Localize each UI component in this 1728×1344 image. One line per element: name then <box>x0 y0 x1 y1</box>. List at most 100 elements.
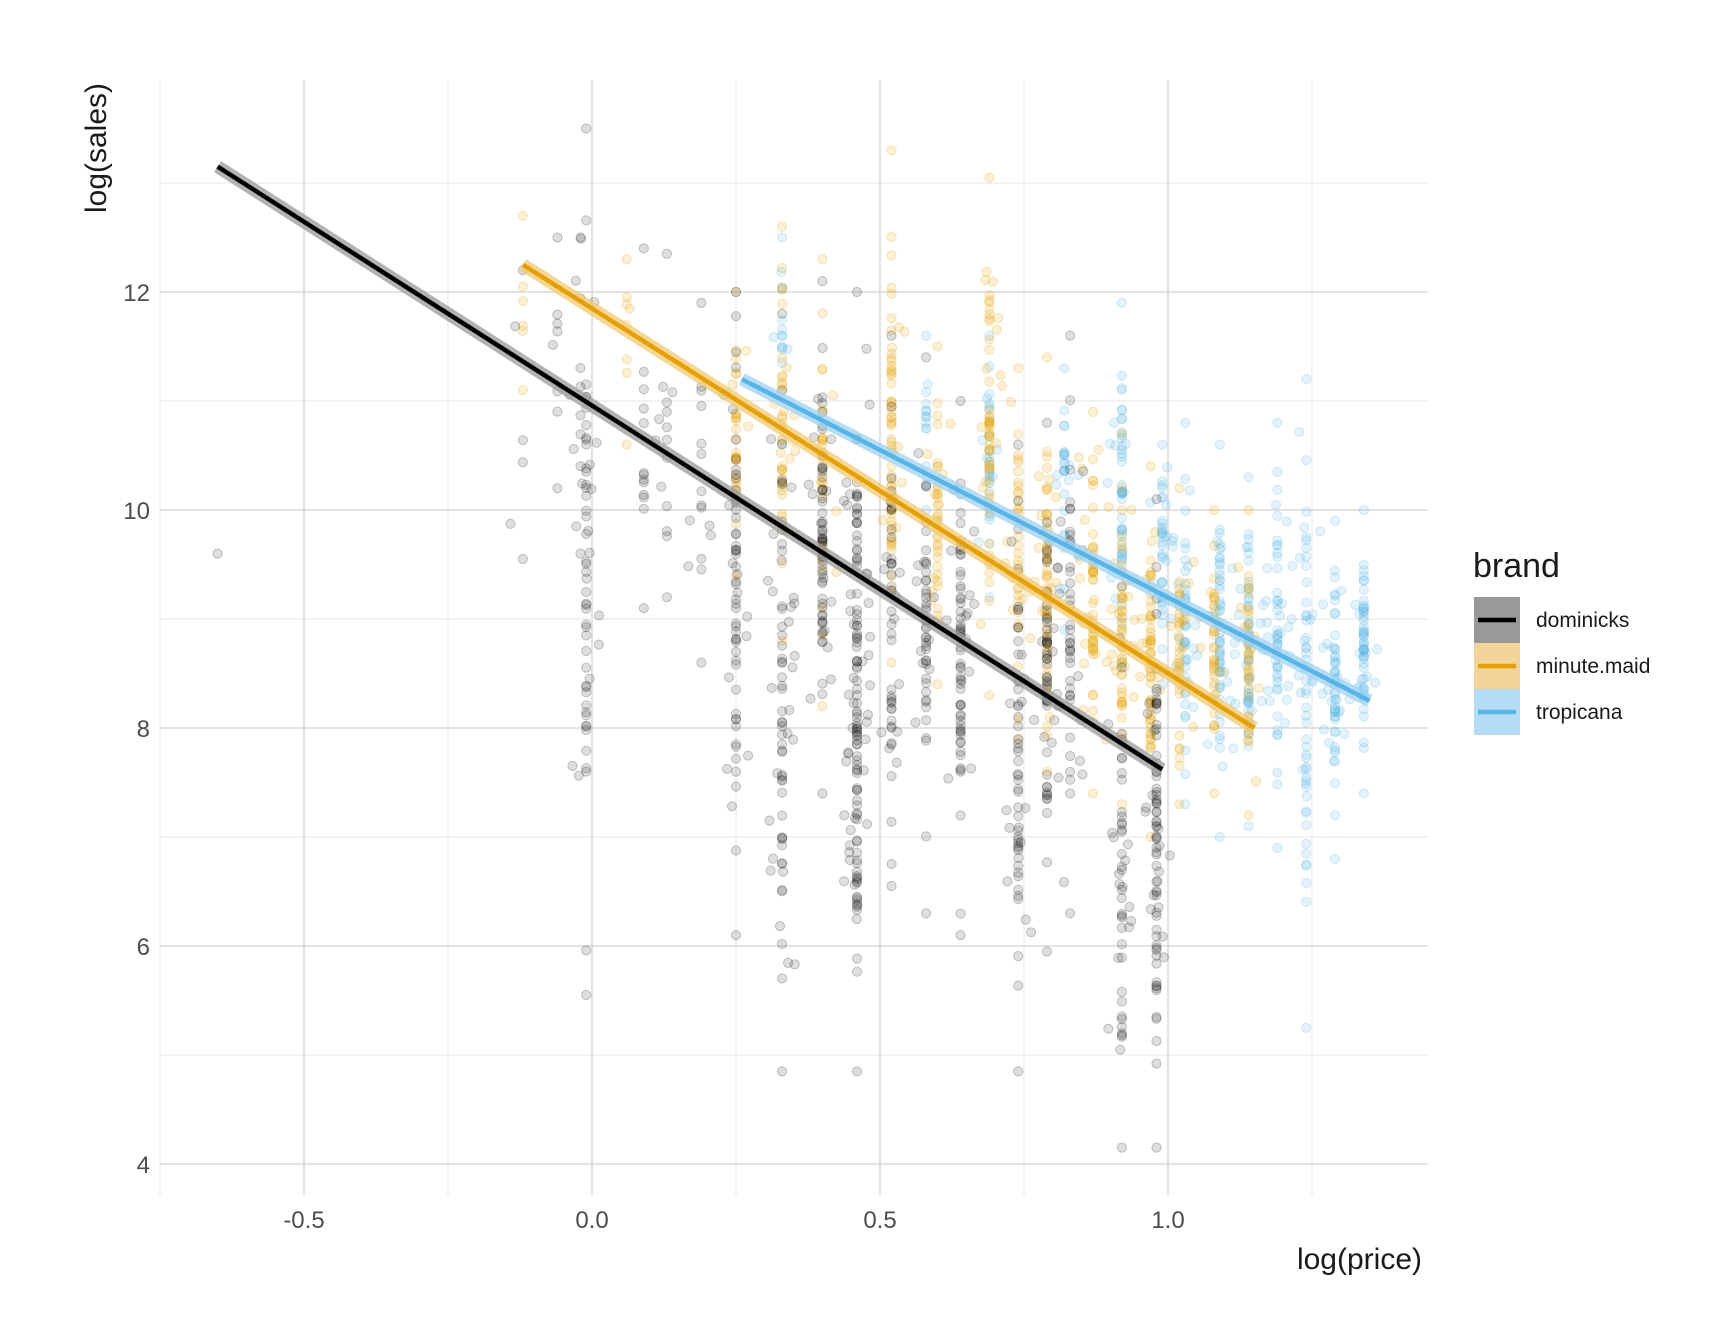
data-point <box>984 446 995 457</box>
data-point <box>1013 531 1024 542</box>
data-point <box>1041 663 1053 674</box>
data-point <box>783 957 794 969</box>
data-point <box>1174 657 1185 669</box>
data-point <box>1151 1013 1162 1024</box>
data-point <box>1116 683 1128 694</box>
data-point <box>1318 724 1330 735</box>
data-point <box>1255 618 1266 629</box>
data-point <box>1093 444 1104 455</box>
data-point <box>886 325 897 336</box>
data-point <box>1151 806 1162 817</box>
data-point <box>886 418 897 429</box>
data-point <box>932 410 943 421</box>
data-point <box>1209 655 1220 666</box>
data-point <box>552 309 563 320</box>
data-point <box>517 435 529 446</box>
data-point <box>1161 555 1172 566</box>
data-point <box>581 482 592 494</box>
data-point <box>730 684 742 695</box>
data-point <box>1088 689 1099 700</box>
data-point <box>777 410 788 421</box>
data-point <box>777 324 788 335</box>
data-point <box>730 753 742 764</box>
data-point <box>552 318 563 329</box>
data-point <box>1358 602 1369 614</box>
data-point <box>921 481 932 492</box>
data-point <box>1116 556 1128 567</box>
data-point <box>886 520 897 531</box>
data-point <box>1116 479 1128 491</box>
x-axis-title: log(price) <box>1297 1243 1422 1276</box>
data-point <box>886 696 897 707</box>
data-point <box>1116 691 1128 702</box>
data-point <box>1214 565 1225 576</box>
data-point <box>894 567 905 578</box>
data-point <box>1358 651 1369 662</box>
data-point <box>1013 884 1024 895</box>
data-point <box>845 605 856 617</box>
data-point <box>851 545 863 556</box>
data-point <box>777 858 788 869</box>
data-point <box>1243 609 1254 620</box>
data-point <box>1270 499 1282 510</box>
data-point <box>1116 547 1128 558</box>
data-point <box>1146 536 1157 547</box>
data-point <box>1301 702 1312 713</box>
data-point <box>1214 538 1225 549</box>
data-point <box>624 303 635 314</box>
data-point <box>955 507 966 519</box>
data-point <box>1051 479 1062 490</box>
data-point <box>1059 466 1070 477</box>
data-point <box>1020 914 1031 925</box>
data-point <box>683 561 694 572</box>
data-point <box>1329 853 1341 864</box>
data-point <box>1300 778 1312 789</box>
data-point <box>1180 636 1191 648</box>
data-point <box>817 524 828 535</box>
data-point <box>1145 694 1156 706</box>
data-point <box>1358 627 1369 639</box>
data-point <box>730 739 742 750</box>
data-point <box>1059 505 1070 516</box>
data-point <box>1013 363 1024 374</box>
data-point <box>696 400 707 412</box>
data-point <box>1145 595 1156 607</box>
data-point <box>817 432 828 444</box>
data-point <box>1214 638 1225 649</box>
data-point <box>783 616 794 628</box>
data-point <box>1281 694 1293 705</box>
data-point <box>1044 712 1055 723</box>
data-point <box>777 746 788 758</box>
data-point <box>817 689 828 700</box>
data-point <box>1157 527 1168 538</box>
data-point <box>581 700 592 711</box>
data-point <box>1329 608 1341 619</box>
data-point <box>1157 549 1168 560</box>
data-point <box>1180 621 1191 632</box>
data-point <box>1272 605 1283 616</box>
data-point <box>1116 524 1128 535</box>
data-point <box>817 637 828 648</box>
data-point <box>730 345 742 356</box>
data-point <box>1013 701 1024 712</box>
data-point <box>945 418 956 429</box>
data-point <box>777 485 788 496</box>
data-point <box>975 619 987 630</box>
data-point <box>1041 653 1053 665</box>
data-point <box>1180 639 1191 650</box>
data-point <box>1358 646 1369 657</box>
data-point <box>581 745 592 756</box>
data-point <box>1214 662 1225 673</box>
data-point <box>1013 607 1024 618</box>
data-point <box>851 614 863 626</box>
data-point <box>1174 616 1185 628</box>
data-point <box>992 444 1003 455</box>
data-point <box>886 470 897 481</box>
data-point <box>851 633 863 644</box>
data-point <box>741 345 752 356</box>
data-point <box>1329 706 1341 718</box>
data-point <box>955 908 966 919</box>
data-point <box>1157 618 1168 629</box>
data-point <box>1059 465 1070 477</box>
